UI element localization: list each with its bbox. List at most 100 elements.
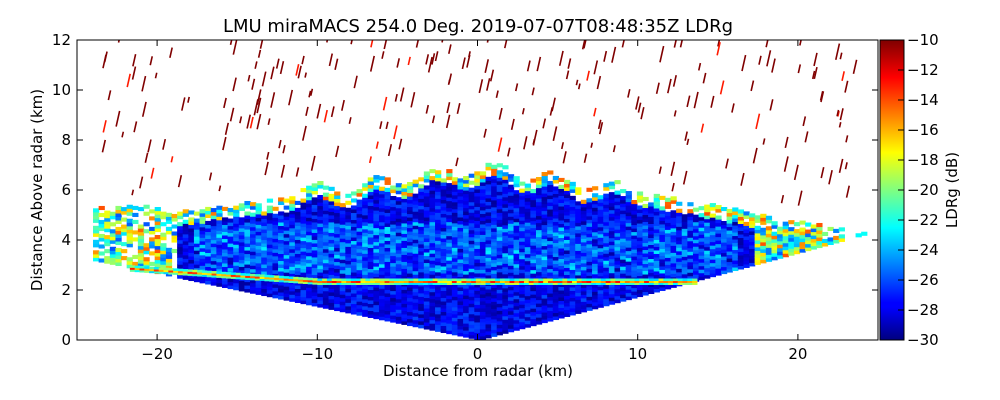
ldr-cell	[457, 241, 464, 246]
ldr-cell	[339, 273, 346, 278]
ldr-cell	[726, 250, 733, 256]
ldr-cell	[575, 260, 582, 265]
ldr-cell	[676, 229, 683, 234]
ldr-cell	[485, 299, 492, 304]
ldr-cell	[334, 247, 341, 252]
ldr-cell	[289, 199, 296, 204]
ldr-cell	[592, 221, 599, 226]
ldr-cell	[502, 322, 509, 327]
ldr-cell	[339, 231, 346, 236]
ldr-cell	[659, 265, 666, 270]
ldr-cell	[777, 254, 784, 259]
ldr-cell	[541, 207, 548, 212]
ldr-cell	[681, 235, 688, 240]
ldr-cell	[491, 199, 498, 204]
ldr-cell	[625, 289, 632, 294]
ldr-cell	[440, 181, 447, 187]
ldr-cell	[631, 235, 638, 240]
ldr-cell	[507, 307, 515, 312]
ldr-cell	[395, 186, 403, 191]
ldr-cell	[721, 231, 728, 236]
ldr-cell	[317, 254, 324, 259]
ldr-cell	[468, 243, 475, 248]
ldr-cell	[620, 199, 627, 204]
ldr-cell	[104, 210, 111, 215]
noise-speckle	[223, 97, 227, 109]
noise-speckle	[149, 56, 154, 66]
ldr-cell	[507, 177, 515, 182]
ldr-cell	[608, 213, 616, 218]
ldr-cell	[636, 233, 644, 238]
ldr-cell	[395, 221, 403, 226]
noise-speckle	[261, 71, 267, 87]
ldr-cell	[698, 220, 705, 225]
ldr-cell	[289, 231, 296, 236]
noise-speckle	[132, 54, 137, 67]
ldr-cell	[547, 240, 554, 245]
ldr-cell	[816, 226, 823, 231]
ldr-cell	[423, 244, 431, 250]
ldr-cell	[698, 244, 705, 249]
ldr-cell	[597, 286, 604, 291]
ldr-cell	[625, 250, 632, 255]
ldr-cell	[437, 282, 443, 285]
ldr-cell	[524, 222, 531, 227]
ldr-cell	[704, 260, 711, 265]
ldr-cell	[528, 280, 535, 283]
ldr-cell	[754, 260, 761, 265]
ldr-cell	[272, 241, 279, 246]
ldr-cell	[435, 313, 442, 318]
ldr-cell	[502, 165, 509, 170]
ldr-cell	[250, 251, 257, 256]
ldr-cell	[732, 266, 739, 272]
ldr-cell	[154, 242, 161, 247]
ldr-cell	[390, 241, 397, 246]
ldr-cell	[435, 191, 442, 196]
ldr-cell	[221, 252, 229, 257]
ldr-cell	[541, 291, 548, 296]
ldr-cell	[541, 270, 548, 275]
ldr-cell	[322, 227, 330, 232]
ldr-cell	[468, 219, 475, 224]
ldr-cell	[437, 278, 443, 281]
ldr-cell	[692, 221, 700, 226]
ldr-cell	[93, 239, 100, 244]
ldr-cell	[216, 223, 223, 228]
ldr-cell	[440, 325, 447, 330]
ldr-cell	[346, 280, 352, 283]
ldr-cell	[367, 236, 374, 241]
ldr-cell	[625, 191, 632, 196]
ldr-cell	[227, 211, 234, 216]
ldr-cell	[451, 180, 459, 185]
ldr-cell	[356, 234, 363, 239]
ldr-cell	[659, 269, 666, 274]
ldr-cell	[109, 232, 117, 237]
ldr-cell	[378, 274, 386, 279]
ldr-cell	[709, 220, 716, 225]
ldr-cell	[294, 284, 302, 289]
ldr-cell	[322, 203, 330, 208]
ldr-cell	[659, 248, 666, 253]
ldr-cell	[524, 229, 531, 234]
ldr-cell	[288, 278, 294, 281]
ldr-cell	[367, 257, 374, 262]
ldr-cell	[345, 267, 352, 272]
ldr-cell	[608, 265, 616, 270]
ldr-cell	[603, 256, 610, 261]
ldr-cell	[479, 258, 487, 263]
ldr-cell	[580, 231, 588, 236]
ldr-cell	[485, 309, 492, 314]
ldr-cell	[160, 232, 167, 237]
x-axis-title: Distance from radar (km)	[383, 362, 573, 380]
ldr-cell	[126, 236, 133, 241]
ldr-cell	[524, 299, 531, 304]
ldr-cell	[777, 240, 784, 245]
ldr-cell	[339, 255, 346, 260]
ldr-cell	[395, 225, 403, 230]
ldr-cell	[244, 288, 251, 293]
noise-speckle	[844, 162, 848, 170]
ldr-cell	[423, 290, 431, 295]
ldr-cell	[216, 230, 223, 235]
ldr-cell	[485, 334, 492, 339]
ldr-cell	[144, 268, 150, 271]
